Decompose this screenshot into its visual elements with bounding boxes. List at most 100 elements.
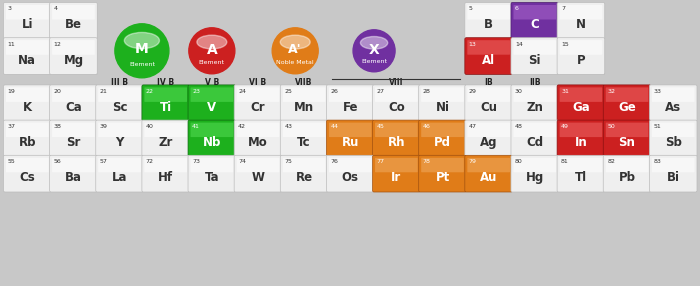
FancyBboxPatch shape xyxy=(52,5,94,19)
FancyBboxPatch shape xyxy=(514,158,559,192)
Text: 32: 32 xyxy=(607,89,615,94)
Text: M: M xyxy=(135,42,149,56)
FancyBboxPatch shape xyxy=(372,155,420,192)
FancyBboxPatch shape xyxy=(330,123,374,157)
FancyBboxPatch shape xyxy=(372,120,420,157)
FancyBboxPatch shape xyxy=(606,123,648,137)
FancyBboxPatch shape xyxy=(326,120,374,157)
FancyBboxPatch shape xyxy=(326,155,374,192)
Text: IV B: IV B xyxy=(158,78,174,87)
Text: Rh: Rh xyxy=(388,136,405,149)
FancyBboxPatch shape xyxy=(52,41,97,74)
Text: W: W xyxy=(251,171,265,184)
FancyBboxPatch shape xyxy=(465,120,512,157)
FancyBboxPatch shape xyxy=(606,158,648,172)
Text: Ru: Ru xyxy=(342,136,359,149)
FancyBboxPatch shape xyxy=(650,155,697,192)
FancyBboxPatch shape xyxy=(329,123,372,137)
FancyBboxPatch shape xyxy=(4,85,51,122)
Text: Ti: Ti xyxy=(160,101,172,114)
Text: La: La xyxy=(112,171,127,184)
FancyBboxPatch shape xyxy=(6,88,48,102)
Text: 73: 73 xyxy=(192,159,200,164)
FancyBboxPatch shape xyxy=(652,158,694,172)
Text: P: P xyxy=(577,53,585,67)
Text: 49: 49 xyxy=(561,124,569,129)
FancyBboxPatch shape xyxy=(191,88,236,122)
FancyBboxPatch shape xyxy=(52,88,94,102)
FancyBboxPatch shape xyxy=(98,158,141,172)
FancyBboxPatch shape xyxy=(650,85,697,122)
FancyBboxPatch shape xyxy=(145,158,190,192)
FancyBboxPatch shape xyxy=(468,5,510,19)
FancyBboxPatch shape xyxy=(145,123,190,157)
Text: Zr: Zr xyxy=(158,136,173,149)
FancyBboxPatch shape xyxy=(559,158,602,172)
FancyBboxPatch shape xyxy=(98,123,141,137)
FancyBboxPatch shape xyxy=(421,158,466,192)
Text: 4: 4 xyxy=(54,7,57,11)
FancyBboxPatch shape xyxy=(234,155,282,192)
Text: Y: Y xyxy=(116,136,124,149)
Text: X: X xyxy=(369,43,379,57)
Text: 20: 20 xyxy=(54,89,62,94)
Circle shape xyxy=(353,30,395,72)
Text: 48: 48 xyxy=(515,124,523,129)
Text: 13: 13 xyxy=(469,42,477,47)
Ellipse shape xyxy=(125,32,160,49)
Text: Sr: Sr xyxy=(66,136,80,149)
FancyBboxPatch shape xyxy=(372,85,420,122)
FancyBboxPatch shape xyxy=(98,88,141,102)
FancyBboxPatch shape xyxy=(4,155,51,192)
FancyBboxPatch shape xyxy=(329,88,372,102)
Text: Fe: Fe xyxy=(342,101,358,114)
FancyBboxPatch shape xyxy=(465,38,512,74)
FancyBboxPatch shape xyxy=(514,5,559,39)
FancyBboxPatch shape xyxy=(560,88,605,122)
FancyBboxPatch shape xyxy=(514,158,556,172)
Text: 33: 33 xyxy=(653,89,662,94)
Text: 80: 80 xyxy=(515,159,523,164)
FancyBboxPatch shape xyxy=(190,158,233,172)
Text: V: V xyxy=(207,101,216,114)
FancyBboxPatch shape xyxy=(421,88,466,122)
Text: Na: Na xyxy=(18,53,36,67)
Text: 47: 47 xyxy=(469,124,477,129)
FancyBboxPatch shape xyxy=(650,120,697,157)
FancyBboxPatch shape xyxy=(52,123,94,137)
FancyBboxPatch shape xyxy=(652,123,694,137)
FancyBboxPatch shape xyxy=(557,38,605,74)
FancyBboxPatch shape xyxy=(514,123,556,137)
FancyBboxPatch shape xyxy=(511,38,559,74)
FancyBboxPatch shape xyxy=(6,5,51,39)
Text: 31: 31 xyxy=(561,89,569,94)
FancyBboxPatch shape xyxy=(99,158,144,192)
Text: 26: 26 xyxy=(330,89,338,94)
FancyBboxPatch shape xyxy=(511,155,559,192)
FancyBboxPatch shape xyxy=(144,123,187,137)
FancyBboxPatch shape xyxy=(4,38,51,74)
Text: 5: 5 xyxy=(469,7,472,11)
FancyBboxPatch shape xyxy=(557,120,605,157)
FancyBboxPatch shape xyxy=(468,40,510,55)
FancyBboxPatch shape xyxy=(468,123,510,137)
FancyBboxPatch shape xyxy=(557,155,605,192)
Text: 44: 44 xyxy=(330,124,338,129)
Circle shape xyxy=(189,28,234,74)
Text: Ga: Ga xyxy=(572,101,590,114)
Text: 37: 37 xyxy=(8,124,15,129)
Text: V B: V B xyxy=(204,78,219,87)
Text: 42: 42 xyxy=(238,124,246,129)
Text: Pb: Pb xyxy=(619,171,636,184)
FancyBboxPatch shape xyxy=(559,88,602,102)
FancyBboxPatch shape xyxy=(511,85,559,122)
FancyBboxPatch shape xyxy=(52,40,94,55)
FancyBboxPatch shape xyxy=(96,155,144,192)
Text: Hg: Hg xyxy=(526,171,544,184)
FancyBboxPatch shape xyxy=(652,88,697,122)
Text: 46: 46 xyxy=(423,124,430,129)
Text: 22: 22 xyxy=(146,89,154,94)
FancyBboxPatch shape xyxy=(468,41,512,74)
FancyBboxPatch shape xyxy=(284,123,328,157)
Text: 27: 27 xyxy=(377,89,384,94)
